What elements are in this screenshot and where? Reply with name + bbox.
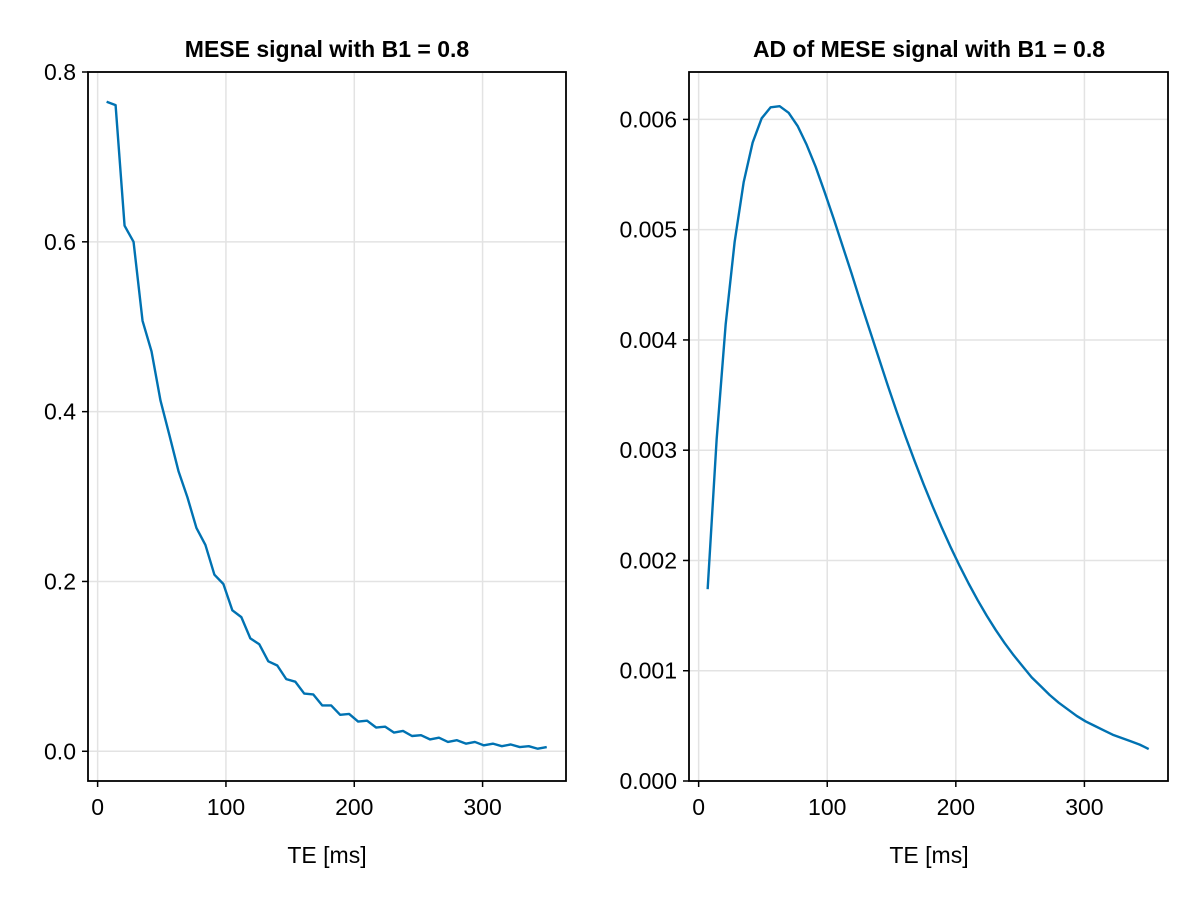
x-tick-label: 0 <box>91 794 104 820</box>
chart-title: AD of MESE signal with B1 = 0.8 <box>753 36 1105 62</box>
x-axis-label: TE [ms] <box>889 842 968 868</box>
y-tick-label: 0.005 <box>619 217 677 243</box>
series-line <box>106 100 547 750</box>
y-tick-label: 0.4 <box>44 399 76 425</box>
y-tick-label: 0.0 <box>44 738 76 764</box>
x-tick-label: 200 <box>937 794 975 820</box>
chart-title: MESE signal with B1 = 0.8 <box>185 36 470 62</box>
y-tick-label: 0.8 <box>44 59 76 85</box>
plot-frame <box>87 71 567 782</box>
x-axis-label: TE [ms] <box>287 842 366 868</box>
plot-frame <box>688 71 1169 782</box>
x-tick-label: 200 <box>335 794 373 820</box>
y-tick-label: 0.004 <box>619 327 677 353</box>
x-tick-label: 300 <box>1065 794 1103 820</box>
y-tick-label: 0.006 <box>619 106 677 132</box>
chart-left-signal: MESE signal with B1 = 0.8 TE [ms] 0 100 20… <box>44 36 567 868</box>
y-tick-label: 0.001 <box>619 658 677 684</box>
series-line <box>706 104 1150 751</box>
y-tick-label: 0.2 <box>44 568 76 594</box>
y-tick-label: 0.002 <box>619 547 677 573</box>
x-tick-label: 0 <box>692 794 705 820</box>
y-tick-label: 0.003 <box>619 437 677 463</box>
y-tick-label: 0.000 <box>619 768 677 794</box>
x-tick-label: 100 <box>207 794 245 820</box>
chart-right-ad: AD of MESE signal with B1 = 0.8 TE [ms] … <box>619 36 1169 868</box>
x-tick-label: 100 <box>808 794 846 820</box>
y-tick-label: 0.6 <box>44 229 76 255</box>
x-tick-label: 300 <box>463 794 501 820</box>
